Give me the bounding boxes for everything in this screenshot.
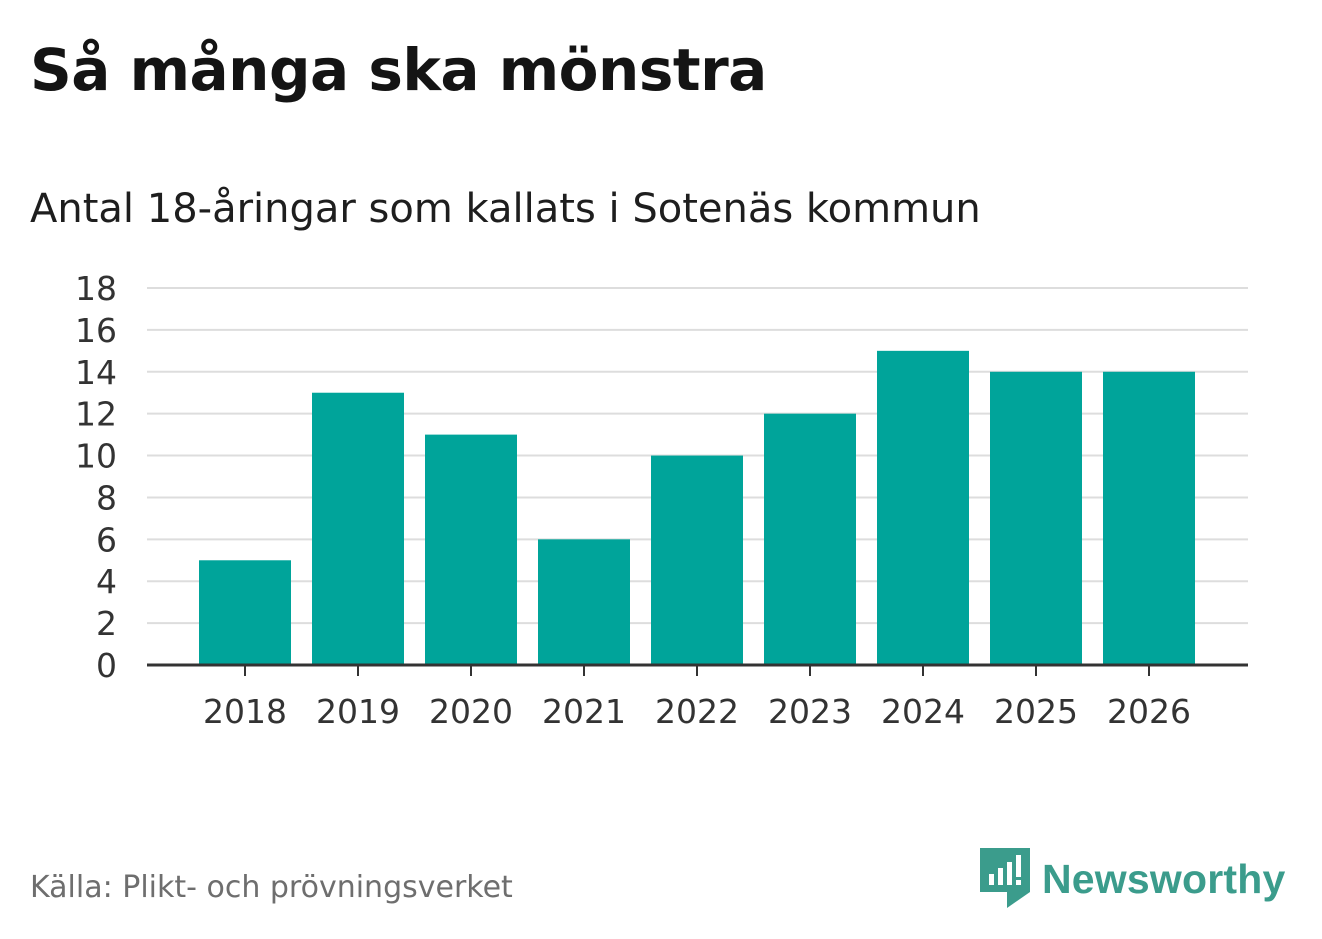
y-tick-label: 2 xyxy=(96,604,117,643)
x-tick-label: 2019 xyxy=(316,692,400,731)
y-tick-label: 14 xyxy=(75,353,117,392)
bars xyxy=(199,350,1195,665)
x-tick-label: 2021 xyxy=(542,692,626,731)
y-tick-label: 16 xyxy=(75,311,117,350)
x-tick-label: 2026 xyxy=(1107,692,1191,731)
y-tick-label: 12 xyxy=(75,395,117,434)
bar-2019 xyxy=(312,392,404,665)
y-tick-label: 0 xyxy=(96,646,117,685)
brand-name: Newsworthy xyxy=(1042,855,1286,902)
y-tick-label: 8 xyxy=(96,478,117,517)
x-tick-label: 2020 xyxy=(429,692,513,731)
newsworthy-bar-chart-icon xyxy=(980,848,1030,908)
bar-2023 xyxy=(764,413,856,665)
y-tick-label: 6 xyxy=(96,520,117,559)
y-tick-label: 4 xyxy=(96,562,117,601)
y-tick-label: 18 xyxy=(75,269,117,308)
y-tick-label: 10 xyxy=(75,437,117,476)
bar-2018 xyxy=(199,560,291,665)
bar-2026 xyxy=(1103,371,1195,665)
bar-2024 xyxy=(877,350,969,665)
x-tick-label: 2024 xyxy=(881,692,965,731)
bar-2022 xyxy=(651,455,743,665)
brand-logo: Newsworthy xyxy=(980,848,1286,910)
chart-subtitle: Antal 18-åringar som kallats i Sotenäs k… xyxy=(30,186,981,232)
x-tick-label: 2023 xyxy=(768,692,852,731)
x-tick-label: 2018 xyxy=(203,692,287,731)
x-tick-label: 2025 xyxy=(994,692,1078,731)
source-note: Källa: Plikt- och prövningsverket xyxy=(30,870,513,905)
bar-2025 xyxy=(990,371,1082,665)
bar-2020 xyxy=(425,434,517,665)
bar-2021 xyxy=(538,539,630,665)
x-tick-label: 2022 xyxy=(655,692,739,731)
chart-title: Så många ska mönstra xyxy=(30,36,767,104)
